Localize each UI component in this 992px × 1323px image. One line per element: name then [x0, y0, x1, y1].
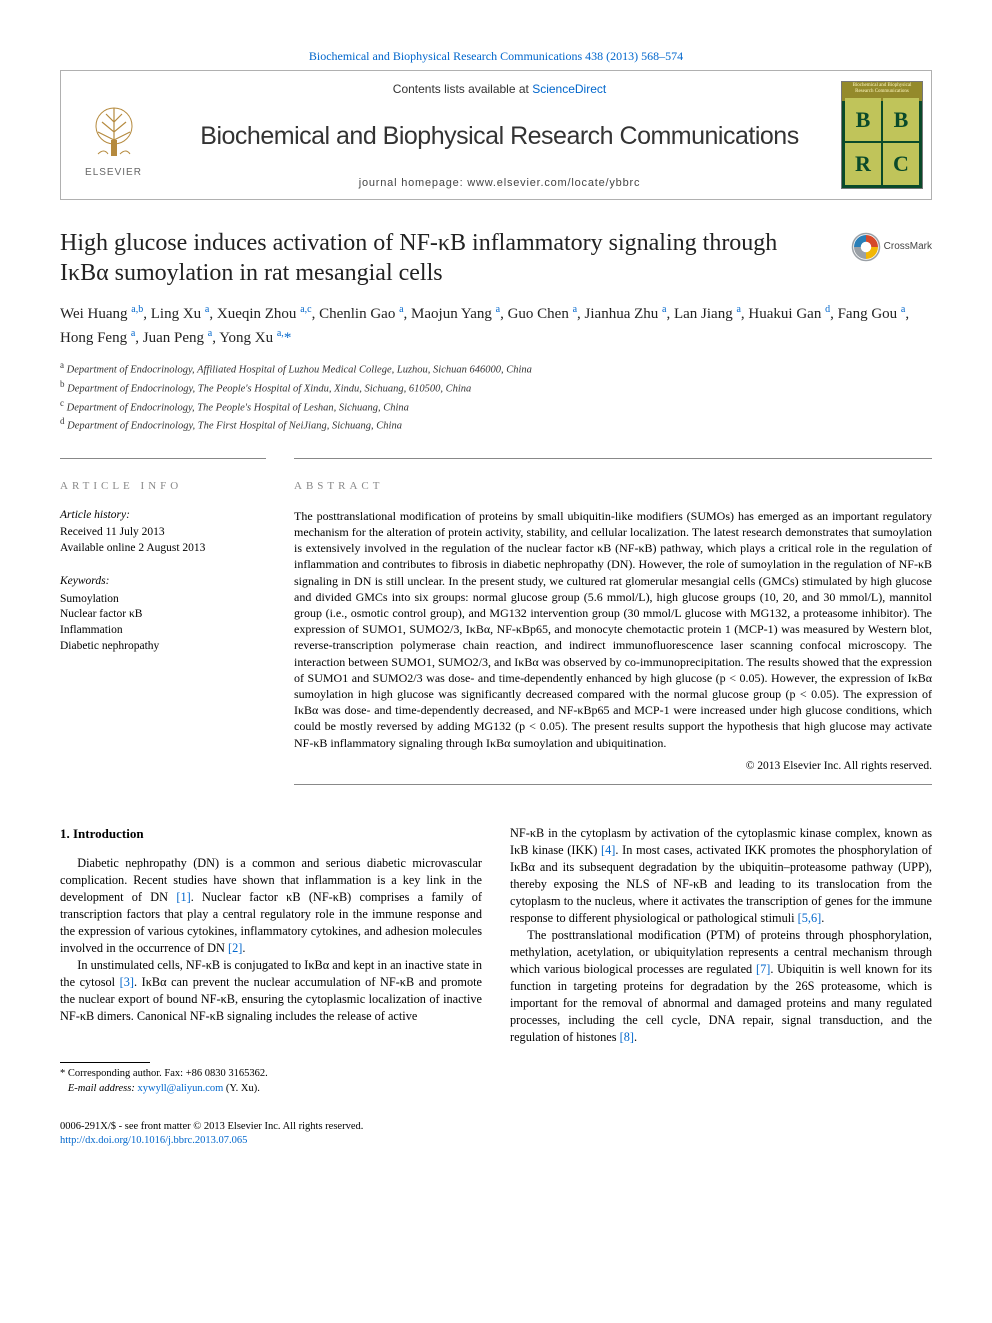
keyword: Diabetic nephropathy: [60, 639, 266, 655]
corresponding-author-note: * Corresponding author. Fax: +86 0830 31…: [60, 1067, 482, 1081]
contents-line: Contents lists available at ScienceDirec…: [174, 81, 825, 97]
keyword: Nuclear factor κB: [60, 607, 266, 623]
ref-link-4[interactable]: [4]: [601, 843, 615, 857]
header-center: Contents lists available at ScienceDirec…: [166, 71, 833, 199]
abstract-block: abstract The posttranslational modificat…: [294, 458, 932, 785]
contents-prefix: Contents lists available at: [393, 82, 532, 96]
homepage-prefix: journal homepage:: [359, 177, 468, 189]
cover-letter: B: [883, 98, 919, 141]
ref-link-3[interactable]: [3]: [120, 975, 134, 989]
email-note: E-mail address: xywyll@aliyun.com (Y. Xu…: [60, 1082, 482, 1096]
article-info-block: article info Article history: Received 1…: [60, 458, 266, 785]
abstract-rule: [294, 784, 932, 785]
cover-letter: B: [845, 98, 881, 141]
journal-name: Biochemical and Biophysical Research Com…: [174, 120, 825, 154]
paragraph: In unstimulated cells, NF-κB is conjugat…: [60, 957, 482, 1025]
corresponding-email-link[interactable]: xywyll@aliyun.com: [137, 1083, 223, 1094]
affiliation: b Department of Endocrinology, The Peopl…: [60, 378, 932, 397]
doi-link[interactable]: http://dx.doi.org/10.1016/j.bbrc.2013.07…: [60, 1135, 247, 1146]
page-footer: 0006-291X/$ - see front matter © 2013 El…: [60, 1120, 932, 1148]
journal-header: ELSEVIER Contents lists available at Sci…: [60, 70, 932, 200]
publisher-logo-area: ELSEVIER: [61, 71, 166, 199]
affiliation: d Department of Endocrinology, The First…: [60, 415, 932, 434]
footnote-rule: [60, 1062, 150, 1063]
paragraph: NF-κB in the cytoplasm by activation of …: [510, 825, 932, 927]
ref-link-7[interactable]: [7]: [756, 962, 770, 976]
abstract-label: abstract: [294, 479, 932, 494]
cover-thumb-area: Biochemical and Biophysical Research Com…: [833, 71, 931, 199]
keyword: Sumoylation: [60, 592, 266, 608]
journal-cover-thumbnail: Biochemical and Biophysical Research Com…: [841, 81, 923, 189]
keyword: Inflammation: [60, 623, 266, 639]
author-list: Wei Huang a,b, Ling Xu a, Xueqin Zhou a,…: [60, 302, 932, 349]
ref-link-1[interactable]: [1]: [176, 890, 190, 904]
elsevier-tree-icon: [84, 102, 144, 162]
journal-homepage: journal homepage: www.elsevier.com/locat…: [174, 176, 825, 191]
homepage-url[interactable]: www.elsevier.com/locate/ybbrc: [467, 177, 640, 189]
history-online: Available online 2 August 2013: [60, 541, 266, 557]
footer-front-matter: 0006-291X/$ - see front matter © 2013 El…: [60, 1120, 932, 1134]
ref-link-56[interactable]: [5,6]: [798, 911, 822, 925]
crossmark-label: CrossMark: [884, 240, 932, 254]
cover-label: Biochemical and Biophysical Research Com…: [842, 82, 922, 95]
history-label: Article history:: [60, 508, 266, 524]
paragraph: The posttranslational modification (PTM)…: [510, 927, 932, 1046]
email-label: E-mail address:: [68, 1083, 138, 1094]
ref-link-8[interactable]: [8]: [620, 1030, 634, 1044]
elsevier-wordmark: ELSEVIER: [85, 166, 142, 180]
paragraph: Diabetic nephropathy (DN) is a common an…: [60, 855, 482, 957]
elsevier-logo: ELSEVIER: [71, 88, 156, 193]
sciencedirect-link[interactable]: ScienceDirect: [532, 82, 606, 96]
body-text: .: [634, 1030, 637, 1044]
affiliations: a Department of Endocrinology, Affiliate…: [60, 359, 932, 434]
cover-letter: R: [845, 143, 881, 186]
body-col-left: 1. Introduction Diabetic nephropathy (DN…: [60, 825, 482, 1096]
body-col-right: NF-κB in the cytoplasm by activation of …: [510, 825, 932, 1096]
body-text: .: [242, 941, 245, 955]
article-info-label: article info: [60, 479, 266, 494]
affiliation: a Department of Endocrinology, Affiliate…: [60, 359, 932, 378]
top-citation-link[interactable]: Biochemical and Biophysical Research Com…: [309, 49, 683, 63]
keywords-label: Keywords:: [60, 574, 266, 590]
top-citation: Biochemical and Biophysical Research Com…: [60, 48, 932, 64]
section-heading-intro: 1. Introduction: [60, 825, 482, 843]
abstract-copyright: © 2013 Elsevier Inc. All rights reserved…: [294, 759, 932, 775]
body-text: .: [821, 911, 824, 925]
affiliation: c Department of Endocrinology, The Peopl…: [60, 397, 932, 416]
abstract-text: The posttranslational modification of pr…: [294, 508, 932, 751]
history-received: Received 11 July 2013: [60, 525, 266, 541]
body-columns: 1. Introduction Diabetic nephropathy (DN…: [60, 825, 932, 1096]
article-title: High glucose induces activation of NF-κB…: [60, 228, 831, 288]
crossmark-icon: [851, 232, 881, 262]
ref-link-2[interactable]: [2]: [228, 941, 242, 955]
cover-letters: B B R C: [842, 95, 922, 188]
email-suffix: (Y. Xu).: [223, 1083, 260, 1094]
cover-letter: C: [883, 143, 919, 186]
crossmark-badge[interactable]: CrossMark: [851, 232, 932, 262]
